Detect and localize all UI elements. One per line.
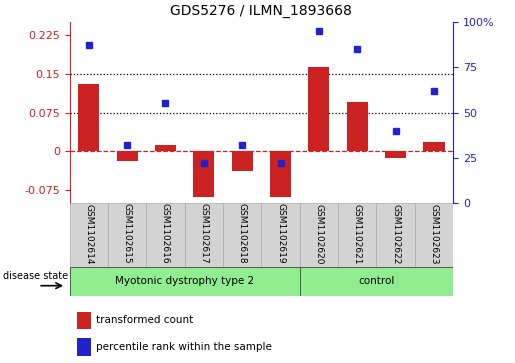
Bar (415, 203, 453, 267)
Bar (385, 151, 406, 158)
Text: transformed count: transformed count (96, 315, 193, 325)
Text: GSM1102623: GSM1102623 (430, 204, 438, 264)
Bar (70, 267, 300, 296)
Bar (300, 267, 453, 296)
Text: GSM1102621: GSM1102621 (353, 204, 362, 264)
Text: GSM1102614: GSM1102614 (84, 204, 93, 264)
Bar (116, 151, 138, 161)
Bar (270, 151, 291, 196)
Text: Myotonic dystrophy type 2: Myotonic dystrophy type 2 (115, 276, 254, 286)
Bar (155, 145, 176, 151)
Text: percentile rank within the sample: percentile rank within the sample (96, 342, 271, 352)
Text: GSM1102618: GSM1102618 (238, 203, 247, 264)
Bar (232, 151, 253, 171)
Text: GSM1102620: GSM1102620 (315, 204, 323, 264)
Title: GDS5276 / ILMN_1893668: GDS5276 / ILMN_1893668 (170, 4, 352, 18)
Bar (376, 203, 415, 267)
Text: GSM1102615: GSM1102615 (123, 203, 131, 264)
Text: control: control (358, 276, 394, 286)
Bar (184, 203, 223, 267)
Bar (78, 84, 99, 151)
Bar (300, 203, 338, 267)
Bar (77, 312, 91, 329)
Bar (108, 203, 146, 267)
Bar (146, 203, 184, 267)
Bar (308, 67, 330, 151)
Bar (70, 203, 108, 267)
Text: GSM1102622: GSM1102622 (391, 204, 400, 264)
Bar (223, 203, 261, 267)
Text: GSM1102619: GSM1102619 (276, 203, 285, 264)
Text: GSM1102617: GSM1102617 (199, 203, 208, 264)
Bar (261, 203, 300, 267)
Bar (338, 203, 376, 267)
Bar (193, 151, 214, 196)
Text: disease state: disease state (4, 271, 68, 281)
Bar (77, 338, 91, 356)
Text: GSM1102616: GSM1102616 (161, 203, 170, 264)
Bar (423, 142, 444, 151)
Bar (347, 102, 368, 151)
